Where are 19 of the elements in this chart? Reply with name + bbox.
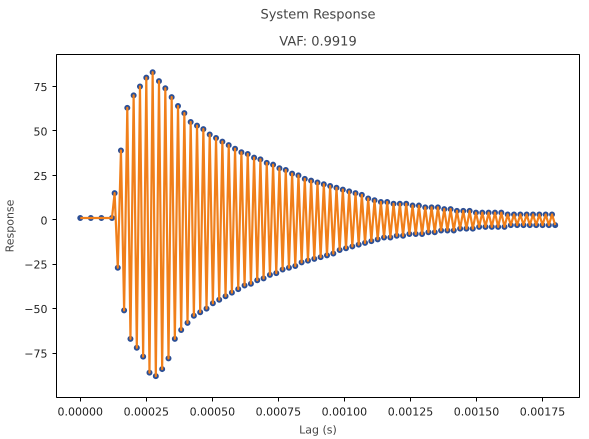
chart-subtitle: VAF: 0.9919 (279, 34, 357, 50)
y-tick-label: 75 (34, 80, 48, 94)
x-tick-label: 0.00025 (124, 406, 170, 418)
y-tick-label: −50 (24, 303, 48, 316)
x-tick-label: 0.00175 (520, 406, 566, 418)
x-tick-label: 0.00000 (58, 406, 104, 418)
chart-title: System Response (260, 8, 376, 22)
x-tick-label: 0.00150 (454, 406, 500, 418)
y-tick-label: 0 (40, 214, 48, 228)
x-tick-label: 0.00125 (388, 406, 434, 418)
x-tick-label: 0.00050 (190, 406, 236, 418)
y-tick-label: 50 (34, 125, 48, 138)
y-axis-title: Response (3, 199, 16, 252)
y-tick-label: −25 (24, 258, 48, 272)
y-tick-label: 25 (34, 170, 48, 183)
x-axis-title: Lag (s) (299, 424, 337, 436)
y-tick-label: −75 (24, 348, 48, 361)
x-tick-label: 0.00075 (256, 406, 302, 418)
x-tick-label: 0.00100 (322, 406, 368, 418)
